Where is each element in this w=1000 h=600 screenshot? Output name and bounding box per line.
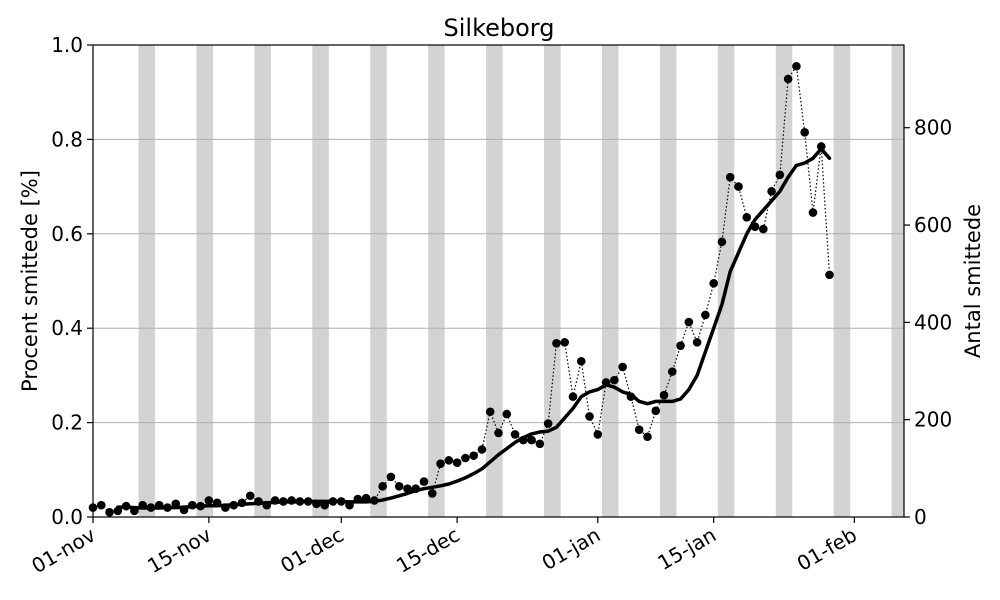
daily-point <box>419 477 429 486</box>
weekend-band <box>601 45 619 517</box>
daily-point <box>618 362 627 372</box>
x-tick-label: 01-jan <box>538 523 605 575</box>
chart-title: Silkeborg <box>444 14 555 42</box>
daily-point <box>96 500 106 510</box>
daily-point <box>667 367 677 376</box>
daily-point <box>560 338 570 347</box>
daily-point <box>808 208 818 217</box>
y2-tick-label: 0 <box>914 505 927 529</box>
y-tick-label: 0.2 <box>51 411 83 435</box>
daily-point <box>800 128 809 137</box>
daily-point <box>535 439 545 449</box>
weekend-band <box>891 45 904 517</box>
daily-point <box>759 224 768 234</box>
daily-point <box>684 317 694 327</box>
daily-point <box>792 61 801 71</box>
y-tick-label: 0.0 <box>51 505 83 529</box>
weekend-band <box>833 45 851 517</box>
daily-point <box>527 435 536 445</box>
daily-point <box>568 392 578 401</box>
daily-point <box>394 482 404 491</box>
daily-point <box>775 170 785 180</box>
daily-point <box>692 338 702 347</box>
x-tick-label: 15-jan <box>653 523 720 575</box>
daily-point <box>105 507 114 517</box>
y2-tick-label: 800 <box>914 116 952 140</box>
daily-point <box>477 445 487 454</box>
daily-point <box>742 212 752 222</box>
weekend-shading-layer <box>138 45 904 517</box>
daily-point <box>783 74 793 84</box>
daily-point <box>204 496 214 505</box>
x-tick-label: 01-feb <box>793 523 861 576</box>
y-tick-label: 0.4 <box>51 316 83 340</box>
daily-point <box>825 270 834 280</box>
series-layer <box>88 61 834 517</box>
daily-point <box>245 491 255 501</box>
daily-point <box>543 419 553 428</box>
daily-point <box>552 339 561 348</box>
daily-point <box>461 453 470 463</box>
rolling-average-line <box>116 147 832 510</box>
daily-point <box>725 172 735 182</box>
daily-point <box>734 182 743 191</box>
grid-lines <box>93 138 904 424</box>
daily-point <box>767 187 776 196</box>
weekend-band <box>659 45 677 517</box>
x-tick-label: 15-dec <box>392 523 463 578</box>
daily-point <box>386 472 396 482</box>
daily-point <box>701 310 710 320</box>
weekend-band <box>196 45 213 517</box>
daily-point <box>494 428 503 438</box>
weekend-band <box>486 45 503 517</box>
daily-point <box>436 459 445 468</box>
x-tick-label: 01-nov <box>27 522 99 578</box>
x-tick-label: 01-dec <box>276 523 347 578</box>
daily-point <box>634 425 644 434</box>
daily-point <box>452 458 462 468</box>
daily-point <box>510 430 520 439</box>
x-tick-label: 15-nov <box>143 522 215 578</box>
weekend-band <box>254 45 271 517</box>
daily-point <box>378 482 387 491</box>
daily-point <box>576 356 586 366</box>
daily-point <box>610 375 619 385</box>
y-axis-title: Procent smittede [%] <box>18 170 42 392</box>
y-tick-label: 0.8 <box>51 127 83 151</box>
daily-point <box>485 407 495 417</box>
y-tick-label: 0.6 <box>51 222 83 246</box>
y2-tick-label: 200 <box>914 408 952 432</box>
y2-tick-label: 600 <box>914 213 952 237</box>
weekend-band <box>370 45 387 517</box>
daily-point <box>643 432 652 442</box>
daily-point <box>593 430 603 439</box>
daily-point <box>651 406 661 416</box>
daily-point <box>659 390 669 400</box>
daily-point <box>469 451 478 460</box>
daily-point <box>444 456 454 465</box>
weekend-band <box>428 45 445 517</box>
daily-point <box>676 341 685 350</box>
weekend-band <box>138 45 156 517</box>
daily-point <box>502 409 512 419</box>
weekend-band <box>775 45 793 517</box>
weekend-band <box>312 45 329 517</box>
daily-point <box>717 237 727 247</box>
daily-point <box>427 489 437 498</box>
plot-frame <box>92 44 905 518</box>
y2-tick-label: 400 <box>914 310 952 334</box>
daily-point <box>709 279 718 288</box>
y2-axis-title: Antal smittede <box>961 204 985 358</box>
daily-point <box>585 412 594 421</box>
y-tick-label: 1.0 <box>51 33 83 57</box>
weekend-band <box>544 45 561 517</box>
